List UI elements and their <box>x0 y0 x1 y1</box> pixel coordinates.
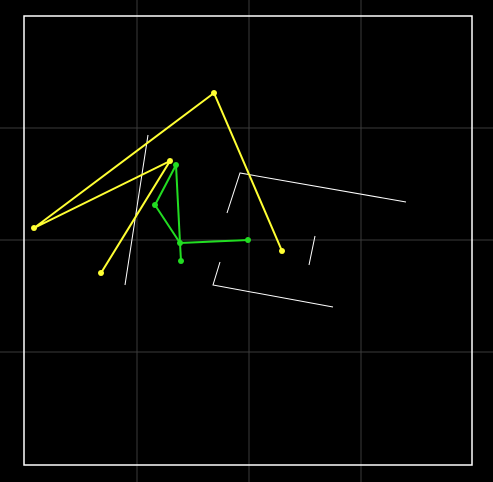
boundary <box>23 15 473 466</box>
node <box>211 90 217 96</box>
yellow-path <box>31 90 285 276</box>
path-line <box>179 242 182 262</box>
node <box>245 237 251 243</box>
wall <box>308 235 316 266</box>
green-path <box>152 162 251 264</box>
path-line <box>175 164 181 244</box>
node <box>152 202 158 208</box>
wall <box>226 172 407 214</box>
node <box>279 248 285 254</box>
node <box>167 158 173 164</box>
wall <box>212 261 334 308</box>
node <box>98 270 104 276</box>
node <box>31 225 37 231</box>
obstacles <box>124 134 407 308</box>
wall <box>124 134 149 286</box>
node <box>178 258 184 264</box>
node <box>177 240 183 246</box>
path-line <box>179 239 249 244</box>
node <box>173 162 179 168</box>
